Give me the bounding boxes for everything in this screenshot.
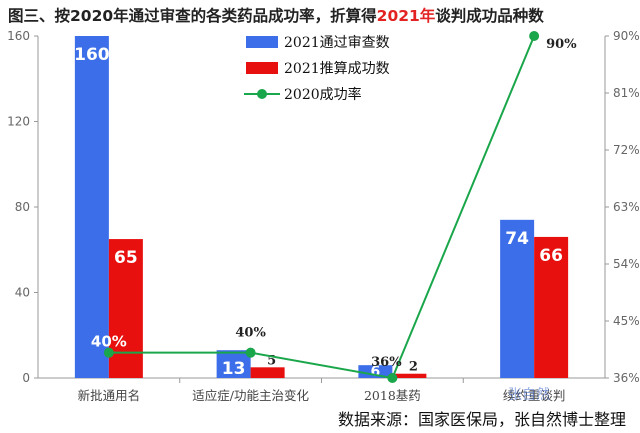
rate-point [387, 373, 398, 383]
legend-label: 2021推算成功数 [284, 61, 390, 77]
rate-point [529, 31, 540, 41]
y-tick-label: 160 [7, 29, 30, 43]
y-tick-label: 80 [15, 200, 30, 214]
bar-success [250, 367, 285, 378]
y2-tick-label: 81% [613, 86, 640, 100]
legend-swatch [246, 62, 278, 74]
rate-line [108, 35, 536, 380]
x-category-label: 适应症/功能主治变化 [192, 388, 309, 403]
rate-label: 40% [91, 333, 127, 351]
bar-success [392, 373, 427, 378]
x-category-label: 2018基药 [364, 388, 421, 403]
y2-tick-label: 72% [613, 143, 640, 157]
title-prefix: 图三、按2020年通过审查的各类药品成功率，折算得 [8, 7, 377, 25]
x-category-label: 续约重谈判 [503, 388, 566, 403]
legend-swatch [246, 36, 278, 48]
y2-tick-label: 90% [613, 29, 640, 43]
rate-label: 40% [235, 326, 266, 341]
legend-label: 2020成功率 [284, 86, 362, 103]
rate-point [103, 347, 114, 358]
bar-reviewed [358, 365, 393, 378]
data-label-success: 66 [539, 246, 563, 266]
data-label-success: 2 [409, 360, 418, 375]
y-tick-label: 40 [15, 286, 30, 300]
chart-title: 图三、按2020年通过审查的各类药品成功率，折算得2021年谈判成功品种数 [8, 4, 544, 26]
rate-point [245, 347, 256, 358]
data-label-reviewed: 74 [505, 229, 529, 249]
rate-label: 36% [371, 355, 402, 370]
y-tick-label: 120 [7, 115, 30, 129]
bar-success [108, 239, 143, 378]
rate-label: 90% [546, 37, 577, 52]
data-label-reviewed: 13 [222, 359, 246, 379]
data-label-reviewed: 6 [371, 364, 381, 380]
y2-tick-label: 45% [613, 314, 640, 328]
data-label-reviewed: 160 [74, 45, 110, 65]
bar-reviewed [500, 219, 535, 378]
title-highlight: 2021年 [376, 7, 436, 25]
bar-reviewed [74, 36, 109, 378]
source-note: 数据来源：国家医保局，张自然博士整理 [338, 410, 627, 429]
watermark: 张自然 [508, 387, 550, 403]
legend-swatch [257, 89, 267, 99]
bar-success [534, 236, 569, 378]
y2-tick-label: 63% [613, 200, 640, 214]
y2-tick-label: 36% [613, 371, 640, 385]
title-suffix: 谈判成功品种数 [435, 7, 544, 25]
x-category-label: 新批通用名 [78, 388, 141, 403]
bar-reviewed [216, 350, 251, 378]
y-tick-label: 0 [22, 371, 30, 385]
data-label-success: 5 [267, 353, 276, 368]
data-label-success: 65 [114, 248, 138, 268]
y2-tick-label: 54% [613, 257, 640, 271]
legend-label: 2021通过审查数 [284, 35, 390, 51]
